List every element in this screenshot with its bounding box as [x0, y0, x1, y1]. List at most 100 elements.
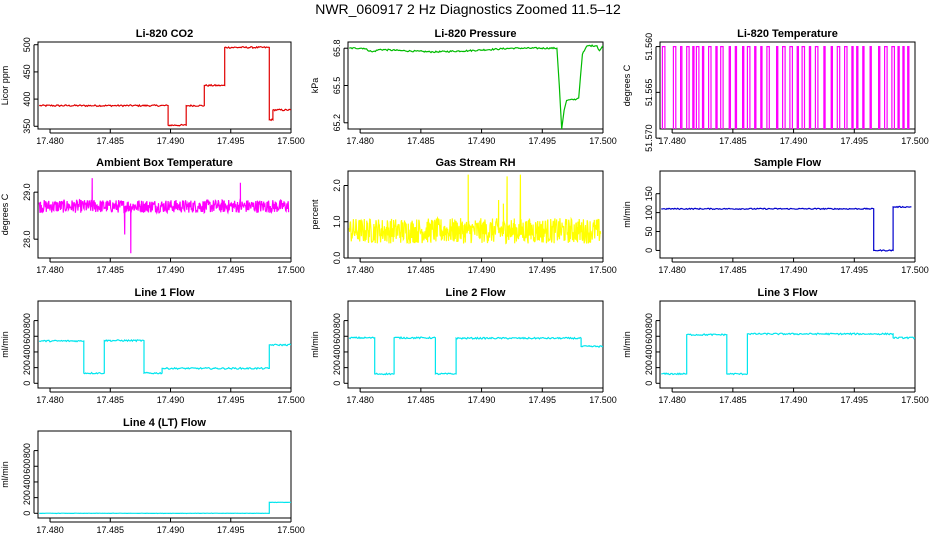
y-tick-label: 29.0 — [22, 183, 32, 201]
y-tick-label: 400 — [22, 344, 32, 359]
series-line — [38, 338, 291, 375]
x-tick-label: 17.480 — [36, 395, 64, 405]
x-tick-label: 17.480 — [658, 265, 686, 275]
x-tick-label: 17.495 — [217, 265, 245, 275]
x-tick-label: 17.490 — [157, 136, 185, 146]
series-line — [348, 336, 603, 376]
panel-title: Line 2 Flow — [446, 287, 506, 299]
x-tick-label: 17.495 — [529, 265, 557, 275]
x-tick-label: 17.495 — [841, 136, 869, 146]
panel-1: Li‐820 CO2 Licor ppm 17.480 17.485 17.490 17.… — [0, 28, 305, 146]
x-tick-label: 17.500 — [589, 265, 617, 275]
y-axis-label: ml/min — [622, 331, 632, 358]
y-tick-label: 2.0 — [332, 179, 342, 192]
y-tick-label: 800 — [22, 443, 32, 458]
plot-frame — [347, 300, 604, 389]
x-tick-label: 17.500 — [901, 395, 929, 405]
y-tick-label: 100 — [644, 205, 654, 220]
panel-8: Line 2 Flow ml/min 17.480 17.485 17.490 17.49… — [310, 287, 617, 405]
panel-title: Sample Flow — [754, 157, 822, 169]
x-tick-label: 17.485 — [719, 265, 747, 275]
x-tick-label: 17.490 — [780, 265, 808, 275]
panel-title: Li‐820 Pressure — [435, 28, 517, 40]
x-tick-label: 17.485 — [407, 136, 435, 146]
y-tick-label: 51.565 — [644, 79, 654, 107]
x-tick-label: 17.495 — [217, 395, 245, 405]
panel-3: Li‐820 Temperature degrees C 17.480 17.485 1… — [622, 28, 929, 152]
y-tick-label: 800 — [332, 313, 342, 328]
y-tick-label: 350 — [22, 119, 32, 134]
panel-10: Line 4 (LT) Flow ml/min 17.480 17.485 17.490… — [0, 417, 305, 535]
x-tick-label: 17.500 — [277, 395, 305, 405]
y-tick-label: 1.0 — [332, 215, 342, 228]
x-tick-label: 17.480 — [658, 395, 686, 405]
x-tick-label: 17.500 — [589, 136, 617, 146]
panel-5: Gas Stream RH percent 17.480 17.485 17.490 17… — [310, 157, 617, 275]
x-tick-label: 17.495 — [217, 525, 245, 535]
y-axis-label: ml/min — [622, 201, 632, 228]
y-axis-label: ml/min — [310, 331, 320, 358]
y-axis-label: ml/min — [0, 331, 10, 358]
panel-title: Gas Stream RH — [435, 157, 515, 169]
y-tick-label: 0.0 — [332, 252, 342, 265]
x-tick-label: 17.490 — [468, 136, 496, 146]
series-line — [39, 45, 291, 127]
y-axis-label: degrees C — [622, 64, 632, 106]
x-tick-label: 17.490 — [780, 136, 808, 146]
x-tick-label: 17.490 — [780, 395, 808, 405]
y-axis-label: ml/min — [0, 461, 10, 488]
y-tick-label: 150 — [644, 186, 654, 201]
y-tick-label: 65.2 — [332, 114, 342, 132]
x-tick-label: 17.485 — [719, 395, 747, 405]
x-tick-label: 17.495 — [529, 136, 557, 146]
y-tick-label: 400 — [22, 92, 32, 107]
y-tick-label: 450 — [22, 64, 32, 79]
x-tick-label: 17.500 — [901, 265, 929, 275]
plot-frame — [347, 170, 604, 259]
series-line — [661, 332, 915, 376]
x-tick-label: 17.480 — [346, 265, 374, 275]
x-tick-label: 17.500 — [277, 265, 305, 275]
panel-7: Line 1 Flow ml/min 17.480 17.485 17.490 17.49… — [0, 287, 305, 405]
x-tick-label: 17.490 — [157, 525, 185, 535]
y-tick-label: 200 — [22, 360, 32, 375]
panel-9: Line 3 Flow ml/min 17.480 17.485 17.490 17.49… — [622, 287, 929, 405]
x-tick-label: 17.495 — [841, 265, 869, 275]
x-tick-label: 17.485 — [719, 136, 747, 146]
x-tick-label: 17.485 — [97, 395, 125, 405]
series-line — [39, 501, 291, 515]
panel-title: Line 1 Flow — [135, 287, 195, 299]
y-tick-label: 800 — [22, 313, 32, 328]
plot-frame — [659, 300, 916, 389]
x-tick-label: 17.490 — [468, 395, 496, 405]
x-tick-label: 17.480 — [658, 136, 686, 146]
y-tick-label: 51.570 — [644, 124, 654, 152]
y-tick-label: 0 — [332, 381, 342, 386]
series-line — [661, 46, 910, 129]
x-tick-label: 17.500 — [277, 525, 305, 535]
x-tick-label: 17.495 — [841, 395, 869, 405]
x-tick-label: 17.500 — [277, 136, 305, 146]
y-tick-label: 500 — [22, 37, 32, 52]
y-axis-label: degrees C — [0, 193, 10, 235]
y-tick-label: 0 — [22, 381, 32, 386]
panel-4: Ambient Box Temperature degrees C 17.480 17… — [0, 157, 305, 275]
series-line — [38, 178, 290, 254]
y-tick-label: 600 — [22, 329, 32, 344]
x-tick-label: 17.495 — [529, 395, 557, 405]
plot-frame — [347, 41, 604, 130]
panel-title: Ambient Box Temperature — [96, 157, 233, 169]
y-tick-label: 400 — [332, 344, 342, 359]
x-tick-label: 17.490 — [157, 265, 185, 275]
plot-frame — [37, 300, 292, 389]
series-line — [661, 205, 912, 252]
panel-title: Li‐820 CO2 — [136, 28, 193, 40]
y-tick-label: 65.5 — [332, 77, 342, 95]
x-tick-label: 17.485 — [97, 136, 125, 146]
y-tick-label: 28.0 — [22, 230, 32, 248]
y-tick-label: 50 — [644, 227, 654, 237]
plot-frame — [659, 170, 916, 259]
y-tick-label: 200 — [332, 360, 342, 375]
y-tick-label: 51.560 — [644, 33, 654, 61]
plot-frame — [659, 41, 916, 130]
